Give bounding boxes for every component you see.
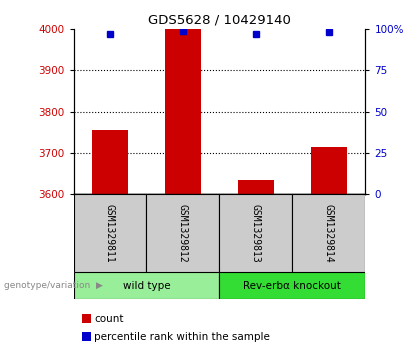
Bar [165,29,201,194]
Bar [238,180,274,194]
Bar [92,130,128,194]
Text: GSM1329813: GSM1329813 [251,204,261,262]
Text: percentile rank within the sample: percentile rank within the sample [94,332,270,342]
Bar [147,194,220,272]
Text: wild type: wild type [123,281,170,291]
Text: genotype/variation  ▶: genotype/variation ▶ [4,281,103,290]
Title: GDS5628 / 10429140: GDS5628 / 10429140 [148,13,291,26]
Bar [311,147,347,194]
Bar [74,272,220,299]
Text: GSM1329814: GSM1329814 [324,204,334,262]
Text: count: count [94,314,124,324]
Bar [292,194,365,272]
Text: GSM1329812: GSM1329812 [178,204,188,262]
Bar [220,272,365,299]
Text: Rev-erbα knockout: Rev-erbα knockout [244,281,341,291]
Text: GSM1329811: GSM1329811 [105,204,115,262]
Bar [220,194,292,272]
Bar [74,194,147,272]
